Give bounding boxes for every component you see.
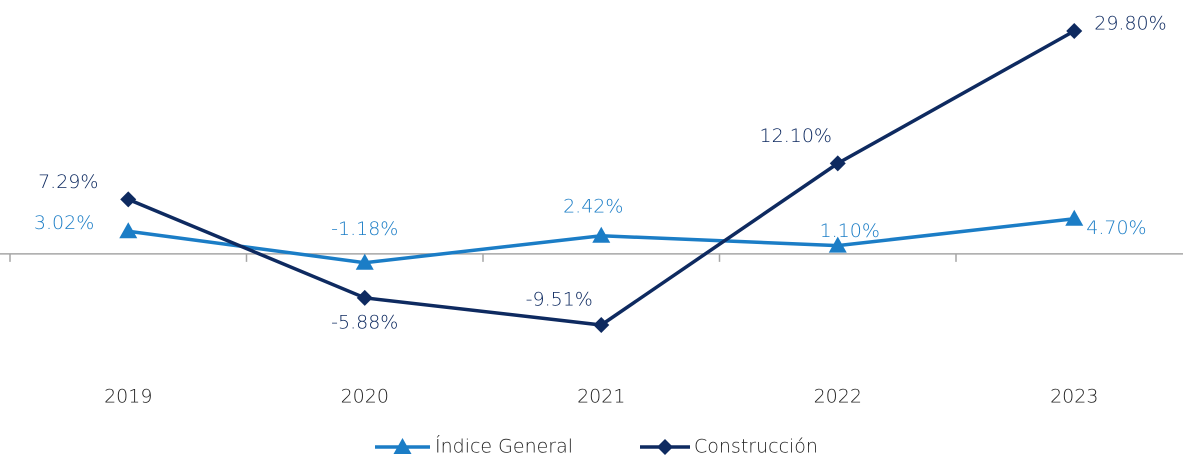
data-label: 7.29% xyxy=(38,171,98,193)
legend-marker xyxy=(657,439,673,455)
data-point xyxy=(592,226,611,243)
x-tick-label: 2021 xyxy=(577,386,625,408)
data-point xyxy=(828,236,847,253)
data-point xyxy=(355,253,374,270)
data-label: -5.88% xyxy=(331,311,398,333)
legend-label: Construcción xyxy=(694,436,818,458)
data-point xyxy=(829,155,846,172)
data-label: 4.70% xyxy=(1086,217,1146,239)
series-line xyxy=(127,29,1076,327)
data-label: 2.42% xyxy=(563,195,623,217)
data-label: 12.10% xyxy=(760,125,832,147)
x-tick-label: 2023 xyxy=(1050,386,1098,408)
data-point xyxy=(593,317,610,333)
data-point xyxy=(119,222,138,239)
data-point xyxy=(356,289,373,306)
data-point xyxy=(1065,209,1084,226)
data-point xyxy=(120,191,137,208)
x-tick-label: 2019 xyxy=(104,386,152,408)
data-label: 1.10% xyxy=(820,220,880,242)
data-label: -9.51% xyxy=(526,289,593,311)
data-point xyxy=(1066,23,1083,39)
data-label: -1.18% xyxy=(331,218,398,240)
legend-marker xyxy=(393,438,412,454)
data-label: 29.80% xyxy=(1094,13,1166,35)
x-tick-label: 2020 xyxy=(341,386,389,408)
legend-label: Índice General xyxy=(435,435,573,458)
data-label: 3.02% xyxy=(34,212,94,234)
x-tick-label: 2022 xyxy=(814,386,862,408)
